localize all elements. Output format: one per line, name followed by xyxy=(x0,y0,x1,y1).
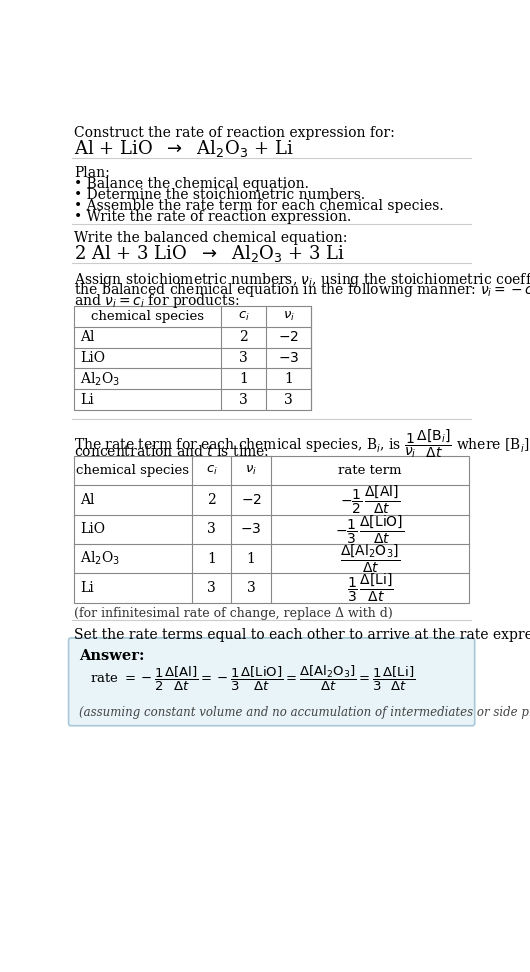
Text: • Assemble the rate term for each chemical species.: • Assemble the rate term for each chemic… xyxy=(74,199,444,213)
Text: Construct the rate of reaction expression for:: Construct the rate of reaction expressio… xyxy=(74,126,395,140)
Text: 2: 2 xyxy=(240,330,248,344)
Text: (assuming constant volume and no accumulation of intermediates or side products): (assuming constant volume and no accumul… xyxy=(78,707,530,719)
Text: Answer:: Answer: xyxy=(78,649,144,664)
Text: concentration and $t$ is time:: concentration and $t$ is time: xyxy=(74,444,269,459)
Text: $\nu_i$: $\nu_i$ xyxy=(282,310,295,323)
Text: Al: Al xyxy=(80,330,95,344)
Text: 3: 3 xyxy=(246,581,255,595)
Text: 1: 1 xyxy=(246,552,255,566)
Text: LiO: LiO xyxy=(80,351,105,365)
Text: LiO: LiO xyxy=(80,522,105,537)
Text: • Write the rate of reaction expression.: • Write the rate of reaction expression. xyxy=(74,210,351,224)
Text: 3: 3 xyxy=(240,393,248,406)
Text: $-3$: $-3$ xyxy=(241,522,262,537)
Text: $\dfrac{1}{3}\,\dfrac{\Delta[\mathrm{Li}]}{\Delta t}$: $\dfrac{1}{3}\,\dfrac{\Delta[\mathrm{Li}… xyxy=(347,572,393,604)
Text: chemical species: chemical species xyxy=(76,465,189,477)
Text: Write the balanced chemical equation:: Write the balanced chemical equation: xyxy=(74,231,347,245)
Text: rate $= -\dfrac{1}{2}\dfrac{\Delta[\mathrm{Al}]}{\Delta t} = -\dfrac{1}{3}\dfrac: rate $= -\dfrac{1}{2}\dfrac{\Delta[\math… xyxy=(90,664,414,693)
Text: The rate term for each chemical species, B$_i$, is $\dfrac{1}{\nu_i}\dfrac{\Delt: The rate term for each chemical species,… xyxy=(74,427,530,460)
Text: $\nu_i$: $\nu_i$ xyxy=(245,465,257,477)
Text: $-\dfrac{1}{3}\,\dfrac{\Delta[\mathrm{LiO}]}{\Delta t}$: $-\dfrac{1}{3}\,\dfrac{\Delta[\mathrm{Li… xyxy=(335,513,405,545)
Text: Assign stoichiometric numbers, $\nu_i$, using the stoichiometric coefficients, $: Assign stoichiometric numbers, $\nu_i$, … xyxy=(74,270,530,289)
Text: 2 Al + 3 LiO  $\rightarrow$  Al$_2$O$_3$ + 3 Li: 2 Al + 3 LiO $\rightarrow$ Al$_2$O$_3$ +… xyxy=(74,243,345,264)
Bar xyxy=(74,306,311,410)
Text: chemical species: chemical species xyxy=(91,310,204,323)
Text: 1: 1 xyxy=(284,372,293,386)
Text: • Balance the chemical equation.: • Balance the chemical equation. xyxy=(74,178,309,191)
Bar xyxy=(74,456,469,603)
Text: $c_i$: $c_i$ xyxy=(238,310,250,323)
Text: $-2$: $-2$ xyxy=(241,493,262,507)
Text: Set the rate terms equal to each other to arrive at the rate expression:: Set the rate terms equal to each other t… xyxy=(74,628,530,642)
FancyBboxPatch shape xyxy=(68,638,475,726)
Text: Al$_2$O$_3$: Al$_2$O$_3$ xyxy=(80,550,120,568)
Text: and $\nu_i = c_i$ for products:: and $\nu_i = c_i$ for products: xyxy=(74,293,240,310)
Text: 3: 3 xyxy=(207,581,216,595)
Text: $-\dfrac{1}{2}\,\dfrac{\Delta[\mathrm{Al}]}{\Delta t}$: $-\dfrac{1}{2}\,\dfrac{\Delta[\mathrm{Al… xyxy=(340,484,400,516)
Text: the balanced chemical equation in the following manner: $\nu_i = -c_i$ for react: the balanced chemical equation in the fo… xyxy=(74,282,530,299)
Text: 3: 3 xyxy=(207,522,216,537)
Text: Plan:: Plan: xyxy=(74,166,110,180)
Text: $-2$: $-2$ xyxy=(278,330,299,344)
Text: 1: 1 xyxy=(239,372,248,386)
Text: • Determine the stoichiometric numbers.: • Determine the stoichiometric numbers. xyxy=(74,189,365,202)
Text: 1: 1 xyxy=(207,552,216,566)
Text: (for infinitesimal rate of change, replace Δ with d): (for infinitesimal rate of change, repla… xyxy=(74,608,393,620)
Text: 2: 2 xyxy=(207,493,216,507)
Text: $\dfrac{\Delta[\mathrm{Al_2O_3}]}{\Delta t}$: $\dfrac{\Delta[\mathrm{Al_2O_3}]}{\Delta… xyxy=(340,542,400,574)
Text: rate term: rate term xyxy=(338,465,402,477)
Text: Al: Al xyxy=(80,493,95,507)
Text: Al + LiO  $\rightarrow$  Al$_2$O$_3$ + Li: Al + LiO $\rightarrow$ Al$_2$O$_3$ + Li xyxy=(74,138,294,159)
Text: Li: Li xyxy=(80,393,94,406)
Text: $-3$: $-3$ xyxy=(278,351,299,365)
Text: Li: Li xyxy=(80,581,94,595)
Text: Al$_2$O$_3$: Al$_2$O$_3$ xyxy=(80,370,120,388)
Text: 3: 3 xyxy=(284,393,293,406)
Text: $c_i$: $c_i$ xyxy=(206,465,217,477)
Text: 3: 3 xyxy=(240,351,248,365)
